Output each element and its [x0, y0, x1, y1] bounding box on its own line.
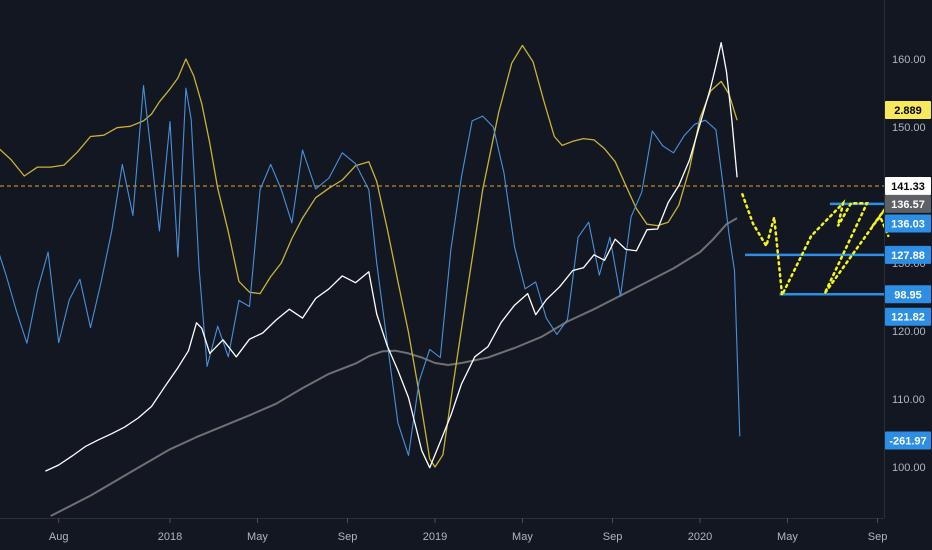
- price-badge-label: 2.889: [894, 105, 922, 117]
- series-line-ma200: [50, 217, 738, 517]
- price-tick-label: 150.00: [892, 122, 926, 134]
- price-badge-bg: [885, 176, 931, 195]
- price-badge-bg: [885, 307, 931, 326]
- time-tick-label: 2019: [423, 531, 447, 543]
- price-badge: -261.97: [885, 431, 931, 450]
- price-badge: 136.57: [885, 194, 931, 213]
- time-tick-label: Sep: [603, 531, 623, 543]
- time-tick-label: 2020: [688, 531, 712, 543]
- price-badge-bg: [885, 285, 931, 304]
- price-tick-label: 100.00: [892, 462, 926, 474]
- price-badge: 136.03: [885, 214, 931, 233]
- time-tick-label: May: [512, 531, 533, 543]
- time-tick-label: May: [247, 531, 268, 543]
- time-tick-label: Aug: [49, 531, 69, 543]
- price-tick-label: 110.00: [892, 394, 925, 406]
- time-tick-label: Sep: [868, 531, 888, 543]
- plot-area[interactable]: [0, 42, 926, 517]
- price-tick-label: 160.00: [892, 54, 926, 66]
- price-badge-label: -261.97: [889, 435, 926, 447]
- price-axis-badges: 2.889 141.33 136.57 136.03 127.88 98.95 121.82…: [885, 101, 931, 450]
- price-badge-bg: [885, 245, 931, 264]
- price-badge: 127.88: [885, 245, 931, 264]
- time-tick-label: 2018: [158, 531, 182, 543]
- price-badge: 121.82: [885, 307, 931, 326]
- price-badge-label: 136.03: [891, 219, 925, 231]
- price-badge: 2.889: [885, 101, 931, 119]
- series-line-price: [45, 42, 738, 472]
- price-badge-bg: [885, 214, 931, 233]
- price-tick-label: 120.00: [892, 326, 926, 338]
- price-badge-label: 121.82: [891, 312, 925, 324]
- price-badge-bg: [885, 194, 931, 213]
- price-badge: 98.95: [885, 285, 931, 304]
- projection-path: [741, 193, 890, 300]
- price-badge-label: 98.95: [894, 289, 922, 301]
- time-tick-label: May: [777, 531, 798, 543]
- price-badge-bg: [885, 101, 931, 119]
- time-tick-label: Sep: [338, 531, 358, 543]
- price-badge-label: 136.57: [891, 199, 925, 211]
- series-line-oscillator_blue: [0, 84, 741, 456]
- series-line-oscillator_yellow: [0, 44, 738, 468]
- time-axis[interactable]: Aug 2018 May Sep 2019 May Sep 2020 May Sep: [49, 518, 887, 543]
- price-badge-label: 127.88: [891, 250, 925, 262]
- price-badge: 141.33: [885, 176, 931, 195]
- price-badge-bg: [885, 431, 931, 450]
- price-badge-label: 141.33: [891, 181, 925, 193]
